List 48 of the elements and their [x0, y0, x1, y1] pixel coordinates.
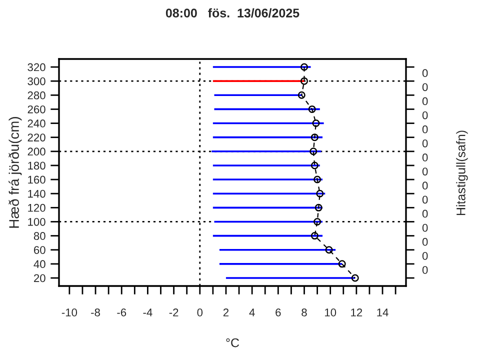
y-tick-label: 40 [34, 260, 46, 268]
y-tick-label: 120 [28, 204, 46, 212]
text: 0 [422, 266, 428, 274]
text: 0 [422, 196, 428, 204]
y-tick-label: 140 [28, 190, 46, 198]
x-tick-label: 8 [302, 308, 307, 316]
y-tick-label: 200 [28, 148, 46, 156]
chart-title: 08:00 fös. 13/06/2025 [166, 8, 300, 18]
y-tick-label: 20 [34, 274, 46, 282]
text: 0 [422, 238, 428, 246]
x-tick-label: 10 [325, 308, 336, 316]
y-tick-label: 100 [28, 218, 46, 226]
y-tick-label: 160 [28, 176, 46, 184]
x-tick-label: -6 [117, 308, 126, 316]
y-tick-label: 240 [28, 120, 46, 128]
text: 0 [422, 168, 428, 176]
x-axis-title: °C [226, 338, 240, 348]
x-tick-label: 6 [276, 308, 281, 316]
y-tick-label: 320 [28, 63, 46, 72]
text: 0 [422, 69, 428, 78]
y-tick-label: 220 [28, 134, 46, 142]
x-tick-label: 4 [249, 308, 255, 316]
text: 0 [422, 139, 428, 148]
text: 0 [422, 252, 428, 260]
y-tick-label: 80 [34, 232, 46, 240]
y-tick-label: 180 [28, 162, 46, 170]
y-tick-label: 260 [28, 105, 46, 114]
text: 0 [422, 111, 428, 120]
x-tick-label: -2 [169, 308, 178, 316]
x-tick-label: 0 [197, 308, 203, 316]
text: 0 [422, 224, 428, 232]
text: 0 [422, 125, 428, 134]
y2-axis-title: Hitastigull(safn) [456, 130, 468, 216]
x-tick-label: 12 [351, 308, 362, 316]
y-tick-label: 60 [34, 246, 46, 254]
text: 0 [422, 97, 428, 106]
y-axis-title: Hæð frá jörðu(cm) [8, 117, 22, 228]
text: 0 [422, 83, 428, 92]
text: 0 [422, 182, 428, 190]
x-tick-label: 14 [377, 308, 388, 316]
text: 0 [422, 154, 428, 162]
x-tick-label: -4 [143, 308, 152, 316]
x-tick-label: -10 [62, 308, 78, 316]
y-tick-label: 280 [28, 91, 46, 100]
x-tick-label: 2 [223, 308, 229, 316]
y-tick-label: 300 [28, 77, 46, 86]
text: 0 [422, 210, 428, 218]
x-tick-label: -8 [91, 308, 100, 316]
